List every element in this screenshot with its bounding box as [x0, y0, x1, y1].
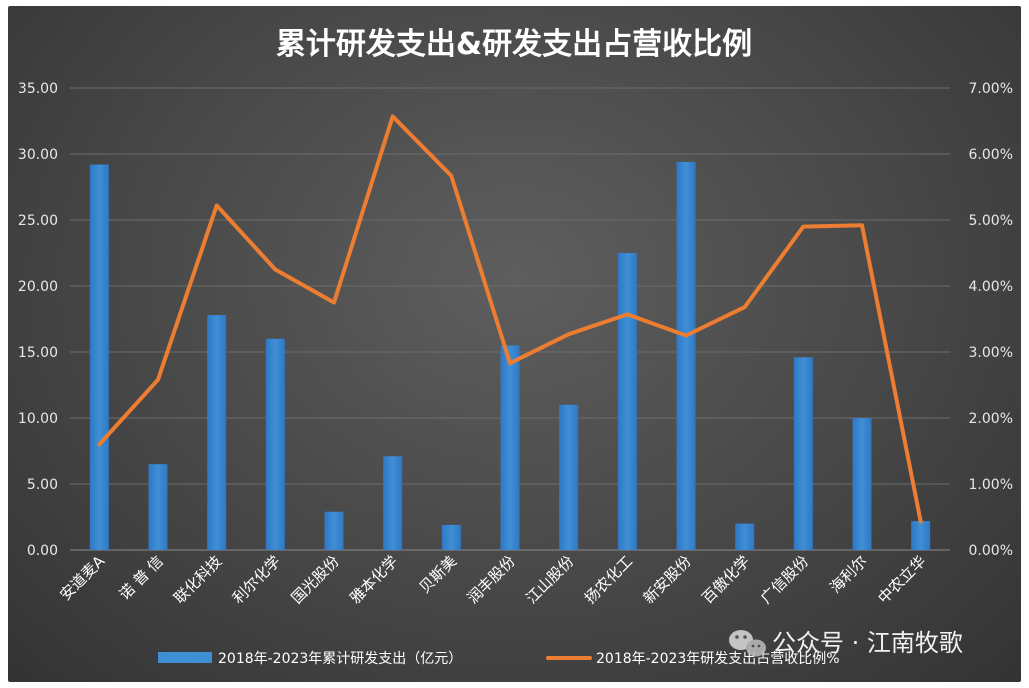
category-label: 扬农化工: [581, 552, 636, 607]
combo-chart: 累计研发支出&研发支出占营收比例 0.00 5.00 10.00 15.00 20.00…: [18, 27, 1013, 667]
legend-bar-swatch: [158, 652, 212, 663]
left-tick-label: 5.00: [27, 477, 58, 493]
chart-title: 累计研发支出&研发支出占营收比例: [276, 27, 752, 62]
category-labels: 安道麦A 诺 普 信联化科技 利尔化学 国光股份 雅本化学 贝斯美 润丰股份 江山股份 扬农化工…: [56, 552, 929, 608]
left-tick-label: 25.00: [18, 213, 58, 229]
bar: [500, 345, 520, 550]
right-tick-label: 2.00%: [969, 411, 1013, 427]
bar: [559, 404, 579, 550]
right-tick-label: 3.00%: [969, 345, 1013, 361]
left-tick-label: 10.00: [18, 411, 58, 427]
left-tick-label: 0.00: [27, 543, 58, 559]
legend-line-label: 2018年-2023年研发支出占营收比例%: [596, 651, 840, 667]
right-y-axis: 0.00% 1.00% 2.00% 3.00% 4.00% 5.00% 6.00% 7.00%: [969, 81, 1013, 559]
category-label: 海利尔: [826, 552, 871, 597]
category-label: 国光股份: [288, 552, 343, 607]
bar: [617, 253, 637, 550]
right-tick-label: 6.00%: [969, 147, 1013, 163]
category-label: 中农立华: [874, 552, 929, 607]
bar: [265, 338, 285, 550]
watermark-text: 公众号 · 江南牧歌: [772, 629, 963, 657]
ratio-line: [97, 114, 923, 524]
right-tick-label: 5.00%: [969, 213, 1013, 229]
right-tick-label: 7.00%: [969, 81, 1013, 97]
bar: [911, 520, 931, 550]
bar: [793, 357, 813, 550]
bar: [441, 524, 461, 550]
legend-bar-label: 2018年-2023年累计研发支出（亿元）: [218, 651, 462, 667]
right-tick-label: 4.00%: [969, 279, 1013, 295]
right-tick-label: 1.00%: [969, 477, 1013, 493]
bar: [735, 523, 755, 550]
watermark: 公众号 · 江南牧歌: [729, 629, 963, 657]
category-label: 雅本化学: [346, 552, 401, 607]
category-label: 利尔化学: [229, 552, 284, 607]
category-label: 安道麦A: [56, 552, 108, 604]
bar: [324, 511, 344, 550]
left-y-axis: 0.00 5.00 10.00 15.00 20.00 25.00 30.00 35.00: [18, 81, 58, 559]
category-label: 百傲化学: [698, 552, 753, 607]
category-label: 润丰股份: [464, 552, 519, 607]
category-label: 联化科技: [170, 552, 225, 607]
bar: [852, 418, 872, 550]
category-label: 诺 普 信: [116, 552, 167, 603]
right-tick-label: 0.00%: [969, 543, 1013, 559]
wechat-icon: [729, 630, 766, 657]
left-tick-label: 15.00: [18, 345, 58, 361]
left-tick-label: 30.00: [18, 147, 58, 163]
category-label: 广信股份: [757, 552, 812, 607]
category-label: 新安股份: [640, 552, 695, 607]
bar: [89, 164, 109, 550]
left-tick-label: 20.00: [18, 279, 58, 295]
bar: [207, 315, 227, 550]
left-tick-label: 35.00: [18, 81, 58, 97]
legend: 2018年-2023年累计研发支出（亿元） 2018年-2023年研发支出占营收…: [158, 651, 840, 667]
bar-series: [89, 161, 931, 551]
bar: [383, 456, 403, 550]
chart-container: 累计研发支出&研发支出占营收比例 0.00 5.00 10.00 15.00 20.00…: [8, 6, 1021, 682]
bar: [148, 464, 168, 550]
category-label: 江山股份: [522, 552, 577, 607]
bar: [676, 161, 696, 551]
category-label: 贝斯美: [416, 552, 461, 597]
